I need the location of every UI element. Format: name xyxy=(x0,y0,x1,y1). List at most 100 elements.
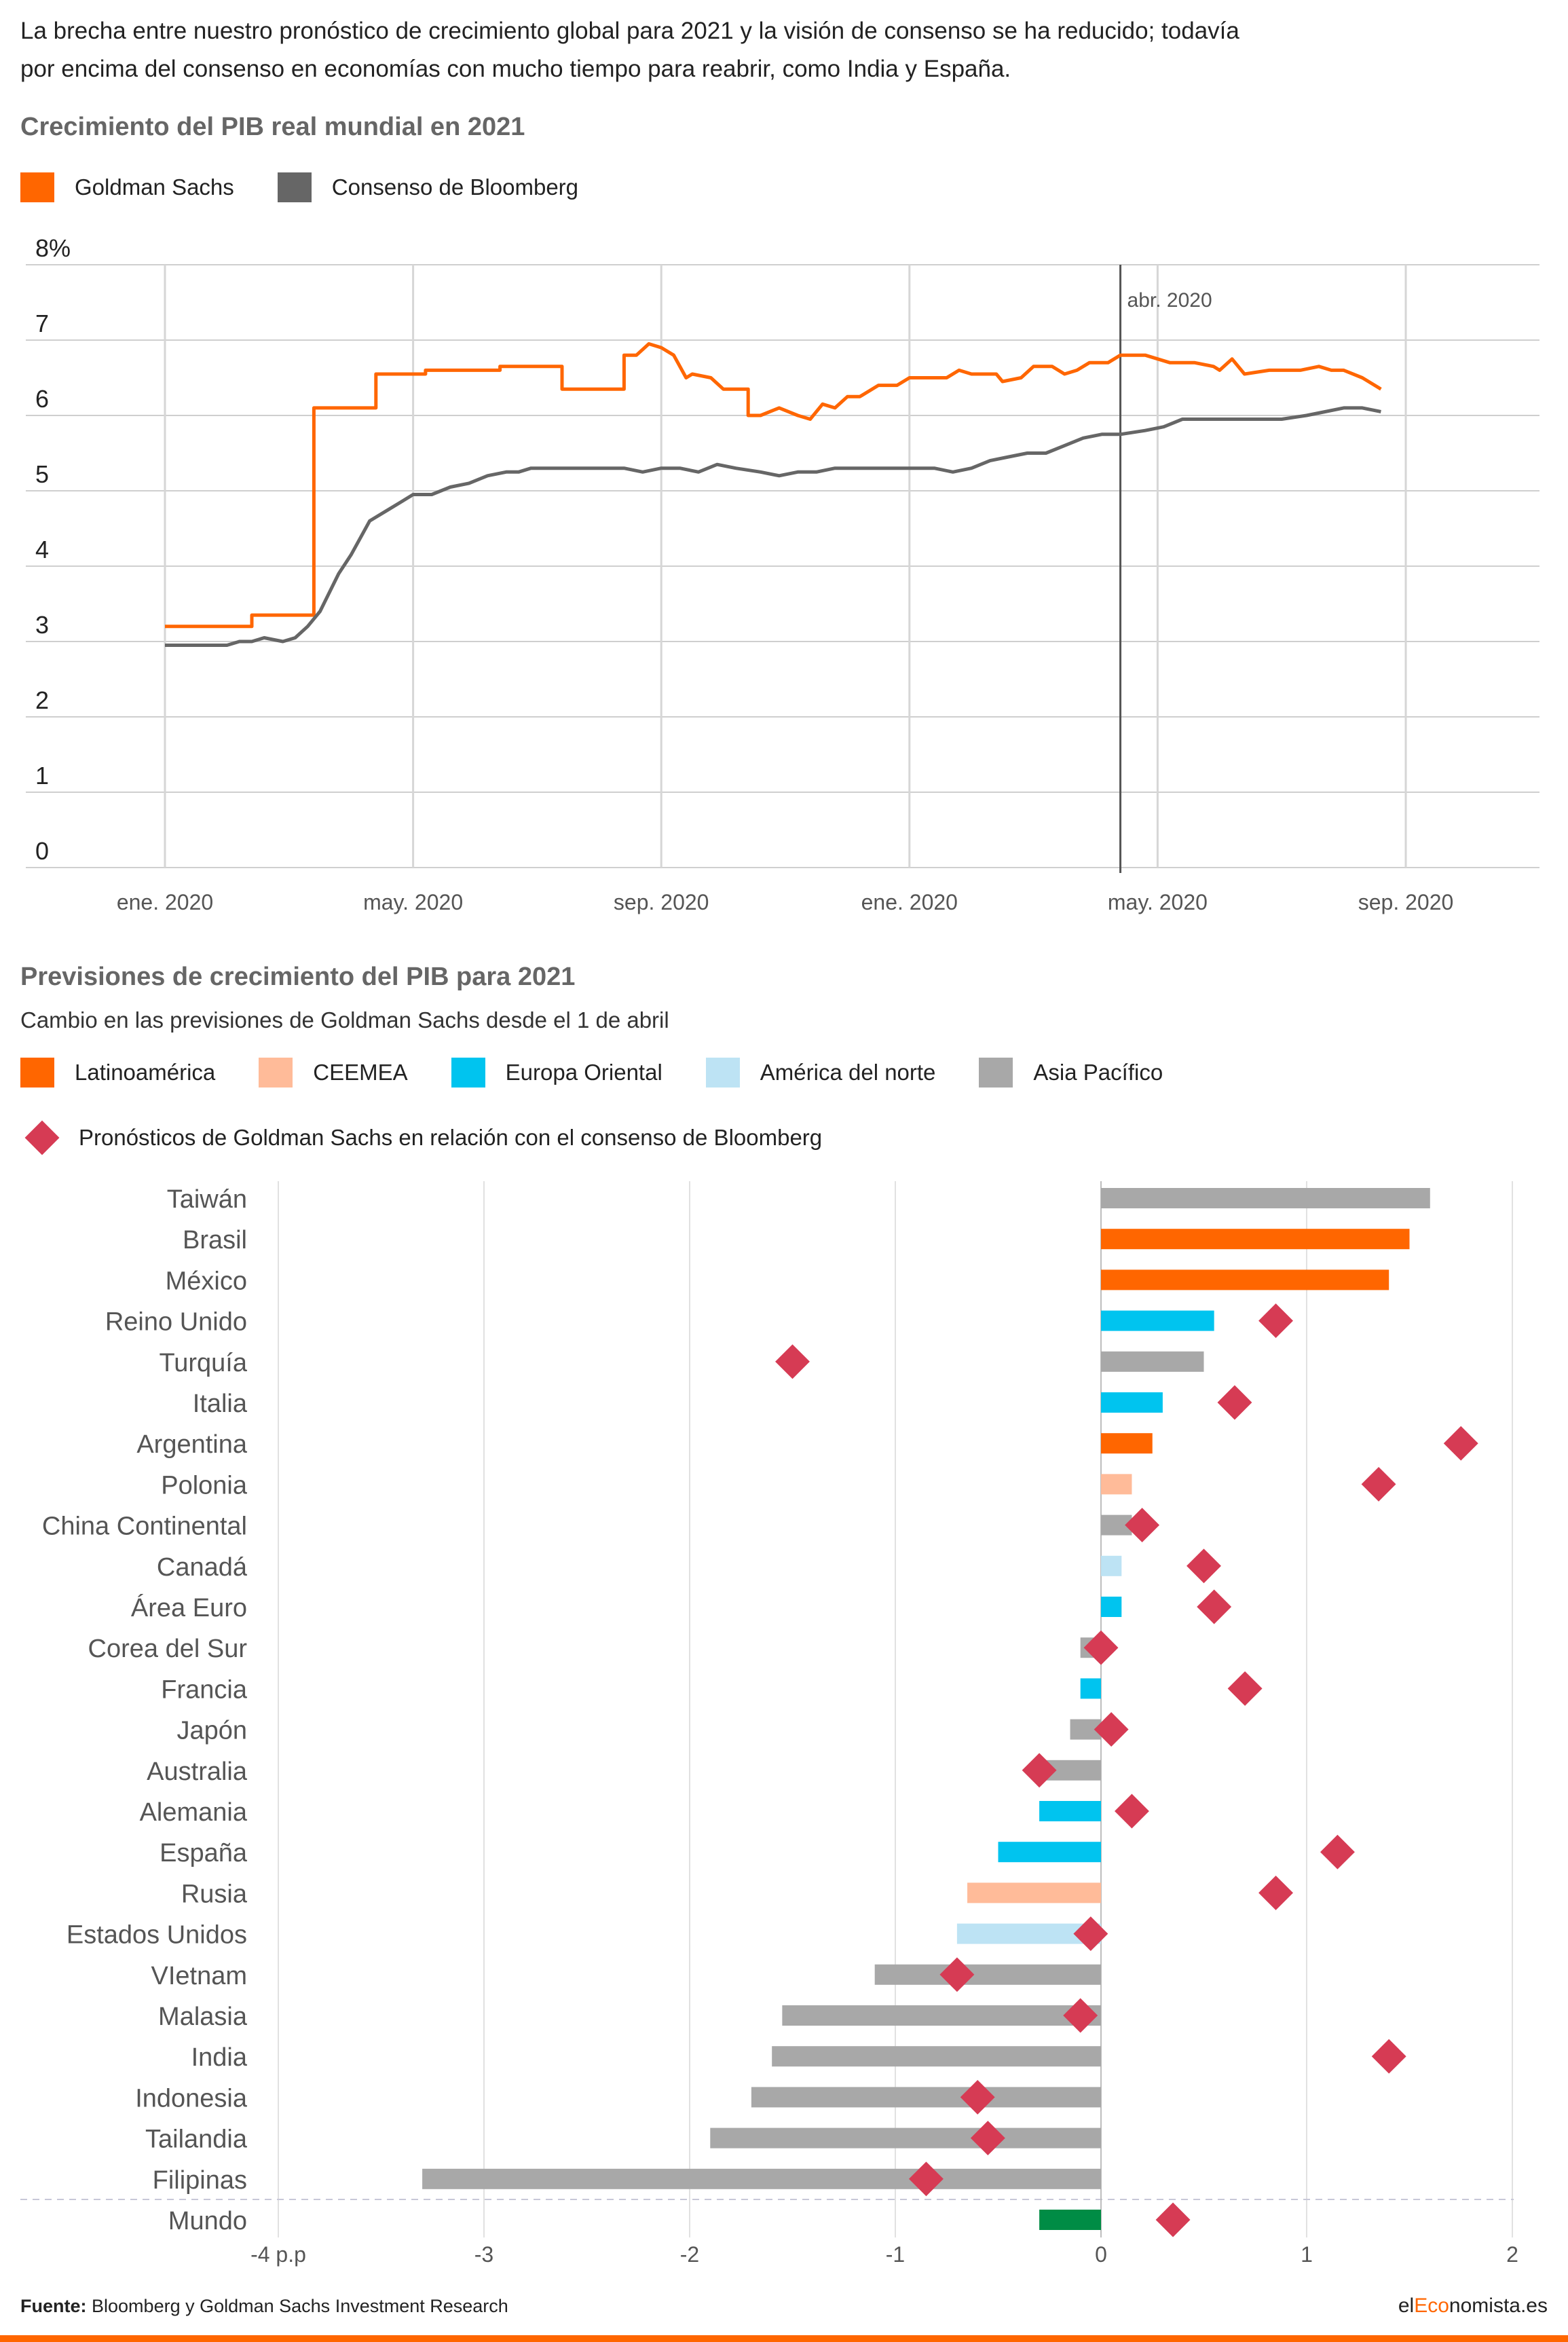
bar xyxy=(874,1964,1101,1985)
category-label: Australia xyxy=(147,1758,248,1786)
category-label: Francia xyxy=(161,1675,248,1704)
bar xyxy=(998,1842,1101,1863)
legend-item-bloomberg: Consenso de Bloomberg xyxy=(277,172,578,202)
bar xyxy=(710,2127,1101,2149)
chart1-plot: 8% 7 6 5 4 3 2 1 0 ene. 2020 may. 2020 sep. 2020 ene… xyxy=(26,234,1539,914)
legend-swatch-ceemea xyxy=(259,1058,293,1088)
y-tick-label: 7 xyxy=(35,310,49,337)
y-tick-label: 1 xyxy=(35,762,49,789)
category-label: India xyxy=(191,2043,248,2072)
chart2-subtitle: Cambio en las previsiones de Goldman Sac… xyxy=(20,1007,669,1033)
y-tick-label: 4 xyxy=(35,536,49,563)
diamond-marker xyxy=(1443,1426,1478,1461)
bar xyxy=(1039,2210,1101,2230)
y-tick-label: 8% xyxy=(35,234,71,262)
legend-swatch-europa-oriental xyxy=(451,1058,485,1088)
category-label: Filipinas xyxy=(153,2166,247,2195)
legend-swatch-goldman xyxy=(20,172,54,202)
brand-part-2: Eco xyxy=(1414,2294,1449,2317)
x-tick-label: ene. 2020 xyxy=(861,890,958,914)
legend-item-goldman: Goldman Sachs xyxy=(20,172,234,202)
y-tick-label: 3 xyxy=(35,611,49,639)
x-tick-label: -2 xyxy=(680,2242,699,2267)
x-tick-label: 1 xyxy=(1301,2242,1313,2267)
category-label: Indonesia xyxy=(135,2084,248,2113)
x-tick-label: -4 p.p xyxy=(250,2242,306,2267)
x-tick-label: 0 xyxy=(1095,2242,1107,2267)
legend-item-latam: Latinoamérica xyxy=(20,1058,215,1088)
chart2-title: Previsiones de crecimiento del PIB para … xyxy=(20,963,576,991)
diamond-marker xyxy=(1114,1793,1149,1829)
bar xyxy=(1101,1310,1214,1331)
bar xyxy=(772,2046,1101,2067)
legend-label-diamond: Pronósticos de Goldman Sachs en relación… xyxy=(79,1125,823,1150)
x-tick-label: -1 xyxy=(886,2242,905,2267)
category-label: Brasil xyxy=(183,1226,247,1254)
legend-label-europa-oriental: Europa Oriental xyxy=(505,1060,662,1085)
category-label: Rusia xyxy=(181,1880,248,1908)
bar xyxy=(1039,1801,1101,1821)
category-label: Turquía xyxy=(159,1349,247,1377)
bar xyxy=(422,2168,1101,2189)
diamond-marker xyxy=(970,2121,1005,2156)
diamond-marker xyxy=(1187,1548,1221,1584)
diamond-marker xyxy=(1258,1875,1294,1910)
category-label: Argentina xyxy=(136,1430,248,1459)
intro-line-1: La brecha entre nuestro pronóstico de cr… xyxy=(20,18,1239,44)
category-label: Reino Unido xyxy=(105,1308,247,1337)
series-line-goldman xyxy=(165,342,1382,629)
bar xyxy=(1101,1555,1122,1576)
diamond-marker xyxy=(775,1344,810,1379)
bar xyxy=(1101,1229,1410,1250)
diamond-marker xyxy=(1197,1589,1232,1624)
legend-item-ceemea: CEEMEA xyxy=(259,1058,408,1088)
category-label: Mundo xyxy=(168,2207,247,2235)
bar xyxy=(751,2087,1101,2108)
source-label: Fuente: xyxy=(20,2296,87,2316)
legend-item-asia-pacifico: Asia Pacífico xyxy=(979,1058,1163,1088)
source-note: Fuente: Bloomberg y Goldman Sachs Invest… xyxy=(20,2296,508,2317)
y-tick-label: 5 xyxy=(35,460,49,488)
y-tick-label: 2 xyxy=(35,686,49,714)
intro-text: La brecha entre nuestro pronóstico de cr… xyxy=(20,12,1541,88)
bar xyxy=(782,2005,1101,2026)
x-tick-label: -3 xyxy=(474,2242,493,2267)
legend-item-europa-oriental: Europa Oriental xyxy=(451,1058,662,1088)
legend-label-asia-pacifico: Asia Pacífico xyxy=(1033,1060,1163,1085)
legend-swatch-america-norte xyxy=(705,1058,740,1088)
diamond-marker xyxy=(960,2079,995,2115)
category-label: España xyxy=(160,1839,248,1867)
y-tick-label: 0 xyxy=(35,837,49,865)
x-tick-label: 2 xyxy=(1506,2242,1518,2267)
bar xyxy=(1080,1678,1101,1699)
legend-item-america-norte: América del norte xyxy=(705,1058,935,1088)
legend-swatch-latam xyxy=(20,1058,54,1088)
diamond-marker xyxy=(1217,1385,1252,1420)
bar xyxy=(1101,1188,1430,1208)
bottom-accent-bar xyxy=(0,2335,1568,2342)
diamond-marker xyxy=(1258,1303,1294,1339)
series-line-bloomberg xyxy=(165,406,1381,647)
diamond-marker xyxy=(1125,1508,1160,1543)
chart2-legend: Latinoamérica CEEMEA Europa Oriental Amé… xyxy=(20,1052,1206,1093)
bar xyxy=(1101,1351,1204,1372)
y-tick-label: 6 xyxy=(35,385,49,413)
x-tick-label: sep. 2020 xyxy=(1358,890,1454,914)
category-label: Tailandia xyxy=(145,2125,248,2154)
category-label: Estados Unidos xyxy=(67,1921,247,1950)
annotation-label: abr. 2020 xyxy=(1127,289,1212,312)
diamond-marker xyxy=(1320,1834,1355,1870)
category-label: Italia xyxy=(193,1390,248,1418)
x-tick-label: ene. 2020 xyxy=(117,890,213,914)
diamond-marker xyxy=(939,1957,975,1992)
diamond-marker xyxy=(1371,2039,1406,2074)
legend-swatch-bloomberg xyxy=(277,172,312,202)
x-tick-label: may. 2020 xyxy=(363,890,463,914)
diamond-icon xyxy=(24,1120,60,1155)
chart2-diamond-legend: Pronósticos de Goldman Sachs en relación… xyxy=(20,1117,865,1158)
category-label: Canadá xyxy=(157,1553,248,1582)
diamond-marker xyxy=(908,2161,944,2197)
diamond-marker xyxy=(1022,1753,1057,1788)
diamond-marker xyxy=(1361,1466,1396,1502)
diamond-marker xyxy=(1227,1671,1263,1706)
